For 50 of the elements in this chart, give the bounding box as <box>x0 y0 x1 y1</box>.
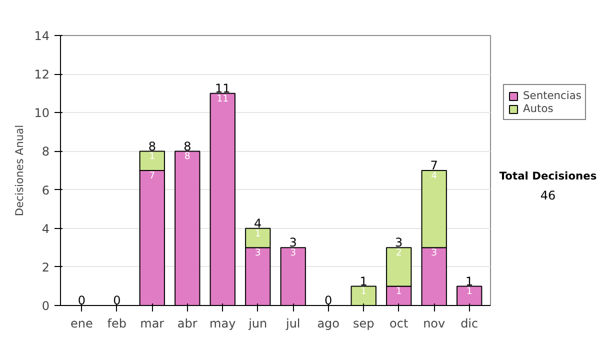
total-label: 0 <box>78 294 86 308</box>
x-tick-label: mar <box>140 316 164 330</box>
y-tick-label: 0 <box>42 299 50 313</box>
x-tick-label: nov <box>423 316 446 330</box>
x-tick-label: ene <box>70 316 93 330</box>
total-label: 7 <box>430 158 438 173</box>
total-label: 3 <box>289 236 297 250</box>
x-tick-label: feb <box>107 316 127 330</box>
data-label: 2 <box>396 248 402 259</box>
x-tick-label: ago <box>317 316 340 330</box>
x-tick-label: jun <box>248 316 268 330</box>
data-label: 1 <box>254 228 261 240</box>
data-label: 1 <box>396 286 402 298</box>
data-label: 1 <box>466 286 472 298</box>
y-tick-label: 2 <box>42 260 50 274</box>
x-tick-label: jul <box>284 316 300 330</box>
y-axis-title: Decisiones Anual <box>13 124 26 216</box>
legend-label: Autos <box>523 102 554 115</box>
y-tick-label: 8 <box>42 144 50 159</box>
data-label: 4 <box>431 170 438 182</box>
data-label: 11 <box>216 93 229 104</box>
total-label: 8 <box>184 139 192 154</box>
data-label: 3 <box>290 248 296 259</box>
x-tick-label: may <box>210 316 236 330</box>
total-label: 1 <box>466 274 474 288</box>
y-tick-label: 14 <box>34 29 50 43</box>
x-tick-label: dic <box>460 316 478 330</box>
total-label: 8 <box>148 139 156 154</box>
legend-label: Sentencias <box>523 89 582 102</box>
data-label: 1 <box>149 151 156 162</box>
data-label: 3 <box>254 248 261 259</box>
y-tick-label: 4 <box>42 222 50 236</box>
x-tick-label: oct <box>390 316 408 330</box>
data-label: 3 <box>431 248 438 259</box>
data-label: 7 <box>149 170 156 182</box>
text: Total Decisiones <box>499 169 597 182</box>
total-label: 11 <box>214 81 230 96</box>
total-label: 3 <box>395 236 403 250</box>
total-label: 4 <box>254 216 262 230</box>
data-label: 8 <box>184 151 190 162</box>
text: 46 <box>540 188 556 202</box>
total-label: 0 <box>324 294 332 308</box>
y-tick-label: 12 <box>34 68 50 82</box>
data-label: 1 <box>360 286 367 298</box>
total-label: 1 <box>360 274 368 288</box>
y-tick-label: 6 <box>42 183 50 198</box>
x-tick-label: abr <box>177 316 198 330</box>
total-label: 0 <box>113 294 121 308</box>
y-tick-label: 10 <box>34 106 50 120</box>
x-tick-label: sep <box>352 316 374 330</box>
